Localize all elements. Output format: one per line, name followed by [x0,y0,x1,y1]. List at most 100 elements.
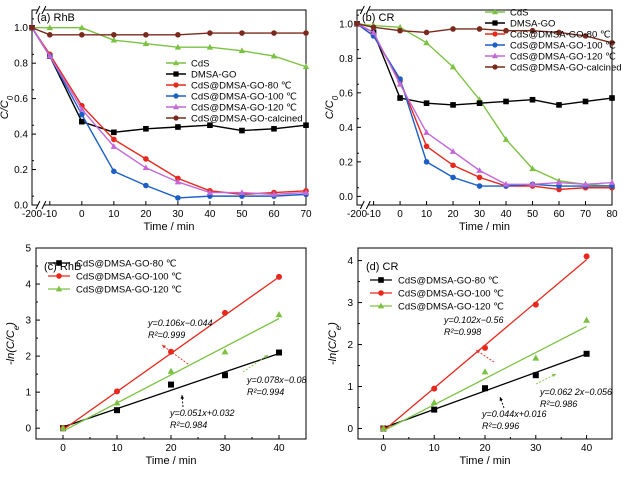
x-tick-label: -200 [347,209,367,220]
y-tick-label: 0.6 [339,88,353,99]
data-point [111,136,117,143]
axis-break-gap [37,201,44,209]
y-tick-label: 2 [25,352,31,363]
legend-marker [173,71,179,77]
data-point [476,167,483,173]
data-point [79,111,85,118]
data-point [110,143,118,149]
y-axis-title: C/C0 [324,95,340,119]
arrow-head [264,355,268,359]
series-line [31,27,307,196]
data-point [175,32,181,38]
panel-label: (b) CR [362,12,394,24]
x-tick-label: 30 [172,209,184,220]
arrow-head [476,350,480,354]
data-point [110,36,118,43]
legend-marker [492,64,498,70]
data-point [238,47,246,54]
data-point [276,349,282,356]
data-point [396,80,404,87]
data-point [532,372,539,379]
data-point [582,33,589,39]
legend-marker [173,93,179,99]
y-tick-label: 4 [25,280,31,291]
y-tick-label: 0 [347,424,353,435]
data-point [556,29,562,36]
y-tick-label: 1 [347,382,353,393]
axis-break-gap [362,6,369,14]
y-tick-label: 0.0 [14,201,28,212]
annotation-arrow [161,344,189,365]
data-point [175,124,181,130]
y-tick-label: 0.2 [14,165,28,176]
series-cds-dmsa-go-120- [353,20,616,187]
y-tick-label: 0.8 [14,59,28,70]
data-point [502,136,510,142]
data-point [397,95,403,101]
data-point [503,27,509,34]
legend-label: CdS@DMSA-GO-100 ℃ [398,288,504,299]
axis-break-mark [35,5,41,15]
fit-annotation: y=0.062 2x−0.056 R²=0.986 [535,373,612,409]
y-tick-label: 1 [25,388,31,399]
y-tick-label: 0 [25,424,31,435]
y-tick-label: 0.4 [14,130,28,141]
legend-label: CdS@DMSA-GO-120 ℃ [398,301,504,312]
data-point [450,102,456,108]
data-point [238,189,246,195]
data-point [142,40,150,47]
data-point [555,179,563,185]
data-point [476,183,483,189]
legend-marker [492,8,498,15]
data-point [175,195,181,201]
x-tick-label: 10 [108,209,120,220]
legend-marker [56,260,62,266]
panel-label: (a) RhB [37,12,75,24]
panel-b: -200 -10 0 10 20 30 40 50 60 70 80 0.0 0.2 0.4 0.6 0.8 1… [339,5,622,233]
data-point [206,189,214,195]
y-tick-label: 4 [347,256,353,267]
data-point [449,148,457,154]
fit-line [62,352,280,428]
y-tick-label: 2 [347,340,353,351]
data-point [113,399,121,406]
data-point [582,180,589,187]
x-tick-label: -10 [43,209,58,220]
data-point [79,118,85,125]
x-tick-label: 10 [111,443,123,454]
fit-equation: y=0.044x+0.016 [481,409,547,419]
axis-break-mark [359,5,365,15]
data-point [370,29,377,35]
annotation-arrow [475,349,495,363]
panel-label: (d) CR [366,261,398,273]
data-point [450,162,456,169]
y-tick-label: 3 [25,316,31,327]
data-point [174,178,182,185]
fit-annotation: y=0.078x−0.08 R²=0.994 [242,354,307,397]
data-point [302,63,310,70]
data-point [532,354,540,361]
fit-equation: y=0.102x−0.56 [443,315,504,325]
data-point [111,32,117,38]
series-line [32,27,307,68]
data-point [476,26,483,32]
data-point [271,30,277,36]
data-point [449,63,457,70]
x-tick-label: 70 [300,209,312,220]
axis-break-mark [35,200,41,210]
axis-break-gap [37,6,44,14]
data-point [608,179,616,185]
data-point [423,100,430,106]
legend-label: CdS@DMSA-GO-80 ℃ [191,80,292,91]
data-point [222,372,228,379]
data-point [221,348,229,355]
fit-equation: R²=0.984 [170,420,207,430]
series-cds-dmsa-go-120- [59,311,283,432]
annotation-arrow [535,373,557,385]
x-tick-label: 10 [421,209,433,220]
x-tick-label: 60 [268,209,280,220]
series-line [31,27,307,134]
data-point [583,316,590,323]
y-tick-label: 0.8 [339,54,353,65]
